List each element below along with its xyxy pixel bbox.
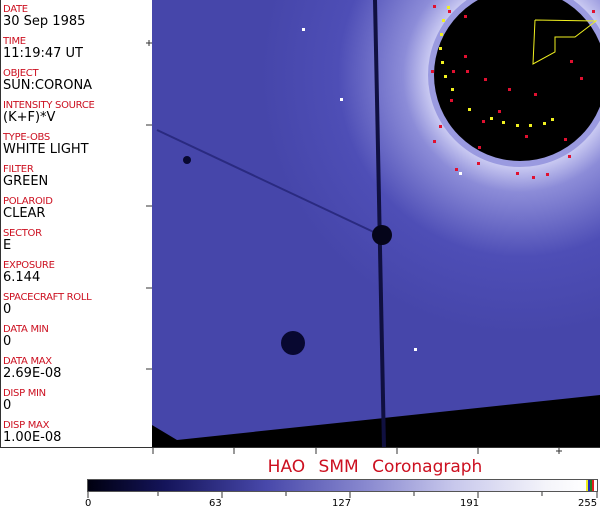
- field-value: 30 Sep 1985: [3, 14, 86, 29]
- marker-red: [534, 93, 537, 96]
- marker-red: [568, 155, 571, 158]
- north-indicator: [532, 19, 598, 65]
- marker-red: [580, 77, 583, 80]
- marker-red: [546, 173, 549, 176]
- field-value: WHITE LIGHT: [3, 142, 89, 157]
- marker-red: [477, 162, 480, 165]
- marker-yellow: [551, 118, 554, 121]
- coronagraph-image: [152, 0, 600, 448]
- marker-yellow: [444, 75, 447, 78]
- marker-red: [433, 140, 436, 143]
- marker-red: [532, 176, 535, 179]
- field-value: 0: [3, 334, 12, 349]
- colorbar-tick-label: 255: [578, 498, 598, 509]
- colorbar-marker-colors: [586, 480, 594, 491]
- marker-red: [464, 15, 467, 18]
- marker-yellow: [441, 61, 444, 64]
- field-value: CLEAR: [3, 206, 46, 221]
- marker-red: [466, 70, 469, 73]
- marker-red: [439, 125, 442, 128]
- marker-yellow: [442, 19, 445, 22]
- marker-yellow: [490, 117, 493, 120]
- field-value: GREEN: [3, 174, 49, 189]
- marker-red: [508, 88, 511, 91]
- field-label: TIME: [3, 36, 26, 47]
- field-value: 1.00E-08: [3, 430, 62, 445]
- field-value: SUN:CORONA: [3, 78, 93, 93]
- field-value: 0: [3, 398, 12, 413]
- field-label: DATA MIN: [3, 324, 49, 335]
- field-value: 0: [3, 302, 12, 317]
- field-label: DATA MAX: [3, 356, 52, 367]
- marker-red: [452, 70, 455, 73]
- marker-yellow: [440, 33, 443, 36]
- occulter-disk: [434, 0, 600, 161]
- grid-markers: [431, 5, 595, 179]
- marker-yellow: [516, 124, 519, 127]
- field-value: 11:19:47 UT: [3, 46, 83, 61]
- field-label: POLAROID: [3, 196, 53, 207]
- marker-yellow: [447, 6, 450, 9]
- marker-yellow: [439, 47, 442, 50]
- field-label: SPACECRAFT ROLL: [3, 292, 92, 303]
- marker-red: [433, 5, 436, 8]
- marker-yellow: [543, 122, 546, 125]
- marker-red: [482, 120, 485, 123]
- pylon-shadow: [373, 0, 386, 448]
- field-label: DISP MIN: [3, 388, 46, 399]
- field-label: OBJECT: [3, 68, 39, 79]
- field-value: 2.69E-08: [3, 366, 62, 381]
- marker-red: [498, 110, 501, 113]
- marker-yellow: [529, 124, 532, 127]
- marker-red: [448, 10, 451, 13]
- dark-spot: [183, 156, 191, 164]
- marker-yellow: [451, 88, 454, 91]
- field-label: TYPE-OBS: [3, 132, 50, 143]
- marker-red: [516, 172, 519, 175]
- marker-red: [455, 168, 458, 171]
- marker-red: [450, 99, 453, 102]
- field-label: DATE: [3, 4, 28, 15]
- marker-red: [484, 78, 487, 81]
- plot-title: HAO SMM Coronagraph: [267, 457, 483, 477]
- field-label: INTENSITY SOURCE: [3, 100, 95, 111]
- marker-yellow: [468, 108, 471, 111]
- colorbar-tick-label: 191: [460, 498, 480, 509]
- field-label: SECTOR: [3, 228, 42, 239]
- field-label: FILTER: [3, 164, 34, 175]
- marker-red: [478, 146, 481, 149]
- marker-red: [570, 60, 573, 63]
- field-value: E: [3, 238, 12, 253]
- header-info-panel: DATE 30 Sep 1985 TIME 11:19:47 UT OBJECT SUN:…: [0, 0, 153, 448]
- field-label: EXPOSURE: [3, 260, 55, 271]
- colorbar-tick-label: 63: [209, 498, 222, 509]
- marker-red: [431, 70, 434, 73]
- marker-red: [564, 138, 567, 141]
- colorbar-tick-label: 127: [332, 498, 352, 509]
- field-value: (K+F)*V: [3, 110, 56, 125]
- marker-yellow: [502, 121, 505, 124]
- colorbar-tick-label: 0: [85, 498, 92, 509]
- marker-red: [525, 135, 528, 138]
- colorbar-ticks: [87, 492, 598, 498]
- colorbar: [87, 479, 598, 492]
- pylon-arm: [156, 129, 381, 236]
- axis-ticks: [146, 40, 562, 454]
- field-label: DISP MAX: [3, 420, 50, 431]
- dark-spot: [281, 331, 305, 355]
- marker-red: [464, 55, 467, 58]
- field-value: 6.144: [3, 270, 41, 285]
- pylon-hub: [372, 225, 392, 245]
- marker-red: [592, 10, 595, 13]
